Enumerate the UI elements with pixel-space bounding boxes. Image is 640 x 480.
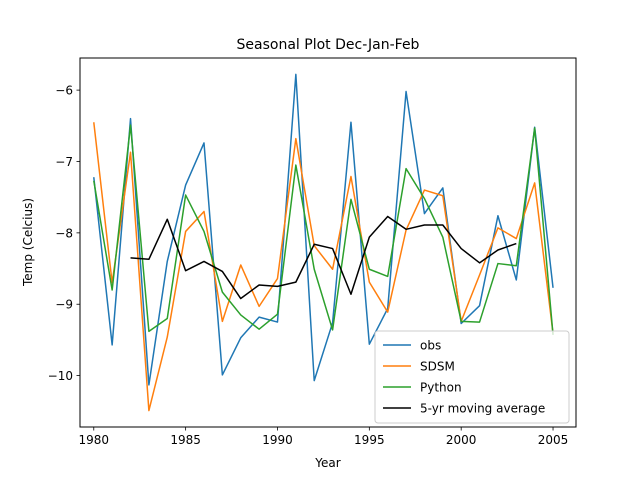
chart-title: Seasonal Plot Dec-Jan-Feb	[237, 37, 420, 53]
x-tick-label: 1985	[170, 433, 201, 447]
y-tick-label: −10	[48, 369, 73, 383]
x-tick-label: 1980	[79, 433, 110, 447]
x-axis: 1980 1985 1990 1995 2000 2005	[79, 427, 569, 447]
series-line-0	[93, 73, 554, 386]
series-line-1	[93, 122, 554, 412]
x-tick-label: 1990	[262, 433, 293, 447]
series-line-2	[93, 124, 554, 335]
y-tick-label: −9	[55, 298, 73, 312]
legend: obs SDSM Python 5-yr moving average	[374, 330, 570, 424]
x-tick-label: 2000	[446, 433, 477, 447]
legend-label: SDSM	[420, 360, 455, 374]
plot-frame	[79, 57, 577, 428]
y-tick-label: −7	[55, 155, 73, 169]
x-tick-label: 1995	[354, 433, 385, 447]
legend-frame	[374, 330, 570, 424]
y-tick-label: −6	[55, 84, 73, 98]
y-axis: −10 −9 −8 −7 −6	[48, 84, 80, 383]
series-layer	[93, 73, 554, 412]
series-line-3	[130, 215, 517, 300]
legend-label: obs	[420, 339, 441, 353]
legend-label: Python	[420, 381, 462, 395]
x-tick-label: 2005	[538, 433, 569, 447]
y-tick-label: −8	[55, 226, 73, 240]
y-axis-label: Temp (Celcius)	[21, 198, 35, 287]
x-axis-label: Year	[314, 456, 340, 470]
legend-label: 5-yr moving average	[420, 402, 545, 416]
